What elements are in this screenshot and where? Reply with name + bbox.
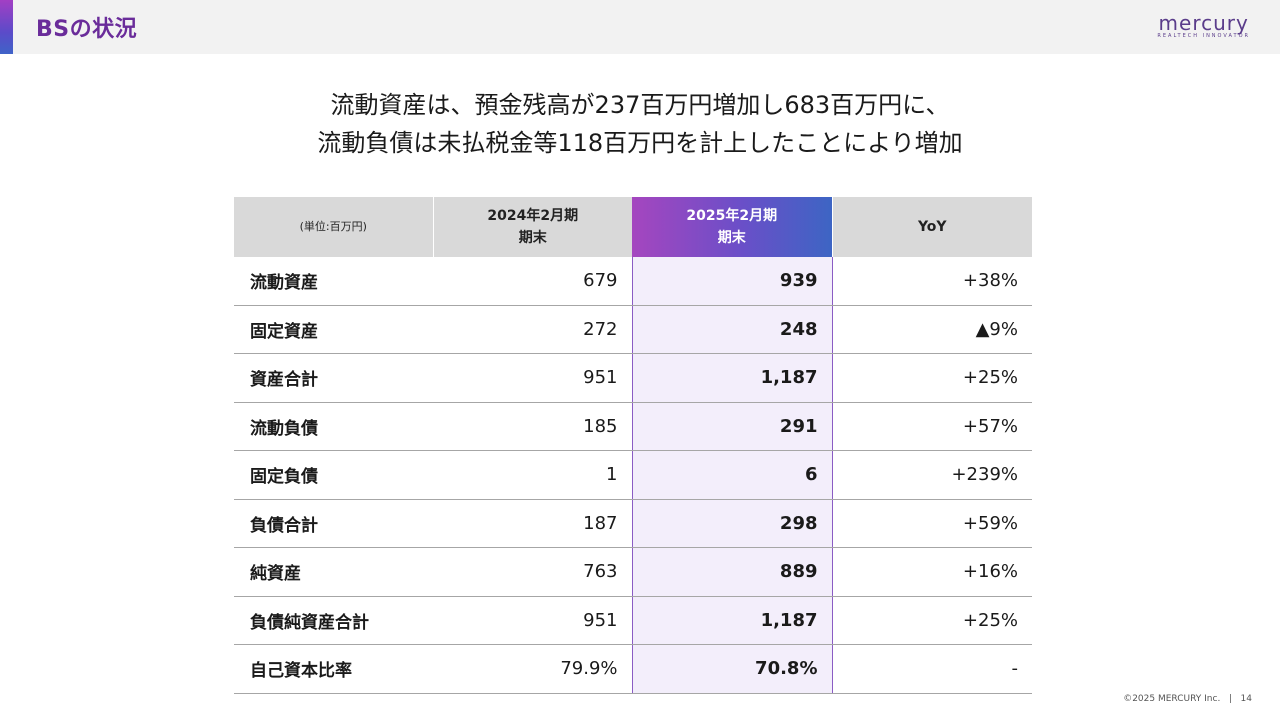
value-yoy: +16% bbox=[832, 547, 1032, 597]
value-2024: 951 bbox=[433, 596, 632, 645]
value-2025: 1,187 bbox=[631, 353, 833, 403]
value-2024: 679 bbox=[433, 257, 632, 306]
row-label: 固定負債 bbox=[234, 450, 433, 500]
col-header-2024-line1: 2024年2月期 bbox=[487, 208, 579, 224]
value-2025: 939 bbox=[631, 257, 833, 306]
row-label: 固定資産 bbox=[234, 305, 433, 354]
value-yoy: +38% bbox=[832, 257, 1032, 306]
balance-sheet-table: (単位:百万円) 2024年2月期 期末 2025年2月期 期末 YoY 流動資… bbox=[234, 197, 1032, 694]
unit-label: (単位:百万円) bbox=[234, 197, 434, 257]
table-row: 純資産 763 889 +16% bbox=[234, 547, 1032, 597]
row-label: 負債純資産合計 bbox=[234, 596, 433, 645]
value-yoy: - bbox=[832, 644, 1032, 694]
row-label: 流動資産 bbox=[234, 257, 433, 306]
row-label: 流動負債 bbox=[234, 402, 433, 451]
value-yoy: ▲9% bbox=[832, 305, 1032, 354]
col-header-yoy: YoY bbox=[831, 197, 1032, 257]
value-yoy: +239% bbox=[832, 450, 1032, 500]
table-row: 流動資産 679 939 +38% bbox=[234, 257, 1032, 306]
col-header-2025: 2025年2月期 期末 bbox=[632, 197, 832, 257]
table-row: 固定資産 272 248 ▲9% bbox=[234, 305, 1032, 354]
header-bar: BSの状況 mercury REALTECH INNOVATOR bbox=[0, 0, 1280, 54]
col-header-2024-line2: 期末 bbox=[518, 230, 547, 246]
copyright: ©2025 MERCURY Inc. bbox=[1123, 694, 1221, 704]
headline: 流動資産は、預金残高が237百万円増加し683百万円に、 流動負債は未払税金等1… bbox=[0, 86, 1280, 162]
value-2025: 889 bbox=[631, 547, 833, 597]
table-row: 自己資本比率 79.9% 70.8% - bbox=[234, 644, 1032, 694]
row-label: 負債合計 bbox=[234, 499, 433, 548]
table-row: 流動負債 185 291 +57% bbox=[234, 402, 1032, 451]
value-2025: 6 bbox=[631, 450, 833, 500]
value-2024: 763 bbox=[433, 547, 632, 597]
value-2024: 1 bbox=[433, 450, 632, 500]
footer-separator: | bbox=[1228, 694, 1232, 704]
page-title: BSの状況 bbox=[36, 17, 138, 42]
accent-bar bbox=[0, 0, 13, 54]
value-2025: 298 bbox=[631, 499, 833, 548]
value-2024: 187 bbox=[433, 499, 632, 548]
value-2024: 185 bbox=[433, 402, 632, 451]
headline-line-1: 流動資産は、預金残高が237百万円増加し683百万円に、 bbox=[330, 91, 950, 119]
row-label: 自己資本比率 bbox=[234, 644, 433, 694]
value-yoy: +25% bbox=[832, 596, 1032, 645]
logo-word: mercury bbox=[1158, 11, 1249, 35]
value-yoy: +59% bbox=[832, 499, 1032, 548]
value-2024: 79.9% bbox=[433, 644, 632, 694]
table-header-row: (単位:百万円) 2024年2月期 期末 2025年2月期 期末 YoY bbox=[234, 197, 1032, 257]
value-2025: 248 bbox=[631, 305, 833, 354]
col-header-yoy-label: YoY bbox=[917, 219, 947, 235]
col-header-2024: 2024年2月期 期末 bbox=[433, 197, 632, 257]
mercury-logo: mercury REALTECH INNOVATOR bbox=[1157, 11, 1250, 40]
value-2025: 70.8% bbox=[631, 644, 833, 694]
value-yoy: +25% bbox=[832, 353, 1032, 403]
table-row: 固定負債 1 6 +239% bbox=[234, 450, 1032, 500]
value-2025: 291 bbox=[631, 402, 833, 451]
table-row: 資産合計 951 1,187 +25% bbox=[234, 353, 1032, 403]
row-label: 純資産 bbox=[234, 547, 433, 597]
table-row: 負債純資産合計 951 1,187 +25% bbox=[234, 596, 1032, 645]
value-yoy: +57% bbox=[832, 402, 1032, 451]
headline-line-2: 流動負債は未払税金等118百万円を計上したことにより増加 bbox=[317, 129, 963, 157]
value-2024: 272 bbox=[433, 305, 632, 354]
value-2025: 1,187 bbox=[631, 596, 833, 645]
page-number: 14 bbox=[1240, 694, 1252, 704]
table-row: 負債合計 187 298 +59% bbox=[234, 499, 1032, 548]
value-2024: 951 bbox=[433, 353, 632, 403]
col-header-2025-line2: 期末 bbox=[717, 230, 746, 246]
row-label: 資産合計 bbox=[234, 353, 433, 403]
col-header-2025-line1: 2025年2月期 bbox=[686, 208, 778, 224]
footer: ©2025 MERCURY Inc. | 14 bbox=[1123, 694, 1252, 704]
logo-tagline: REALTECH INNOVATOR bbox=[1157, 33, 1250, 39]
